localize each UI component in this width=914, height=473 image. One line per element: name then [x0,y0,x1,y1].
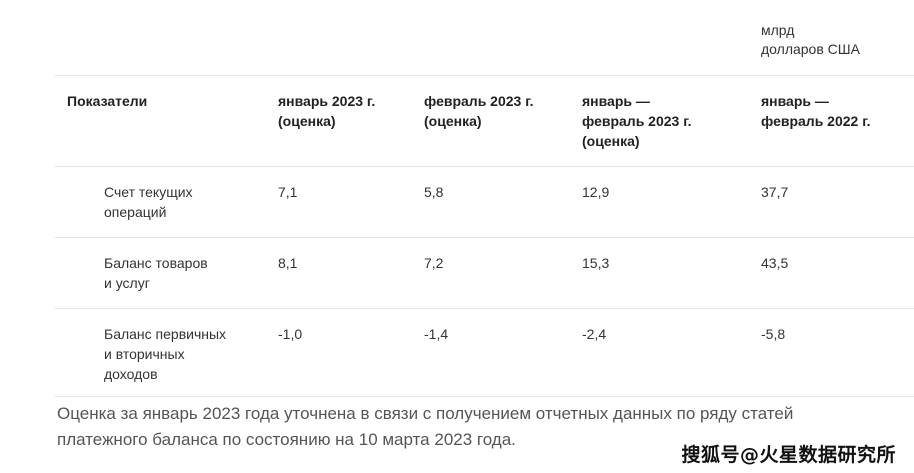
header-jan-feb-2023: январь — февраль 2023 г. (оценка) [582,93,692,149]
footnote: Оценка за январь 2023 года уточнена в св… [57,404,794,449]
cell-value: 8,1 [278,255,298,271]
cell-value: 15,3 [582,255,610,271]
header-divider [55,166,914,167]
cell-value: 7,2 [424,255,444,271]
table-bottom-divider [55,396,914,397]
row-divider [55,237,914,238]
row-label-current-account: Счет текущих операций [104,184,193,220]
table-top-divider [55,75,914,76]
header-feb-2023: февраль 2023 г. (оценка) [424,93,534,129]
cell-value: 37,7 [761,184,789,200]
cell-value: -1,0 [278,326,303,342]
cell-value: 7,1 [278,184,298,200]
header-jan-2023: январь 2023 г. (оценка) [278,93,376,129]
cell-value: 5,8 [424,184,444,200]
unit-label: млрд долларов США [761,22,860,57]
header-jan-feb-2022: январь — февраль 2022 г. [761,93,871,129]
row-divider [55,308,914,309]
row-label-goods-services: Баланс товаров и услуг [104,255,208,291]
cell-value: 43,5 [761,255,789,271]
cell-value: -5,8 [761,326,786,342]
cell-value: -2,4 [582,326,607,342]
row-label-primary-secondary-income: Баланс первичных и вторичных доходов [104,326,227,382]
watermark: 搜狐号@火星数据研究所 [681,444,896,466]
header-indicators: Показатели [67,93,148,109]
cell-value: 12,9 [582,184,610,200]
cell-value: -1,4 [424,326,449,342]
